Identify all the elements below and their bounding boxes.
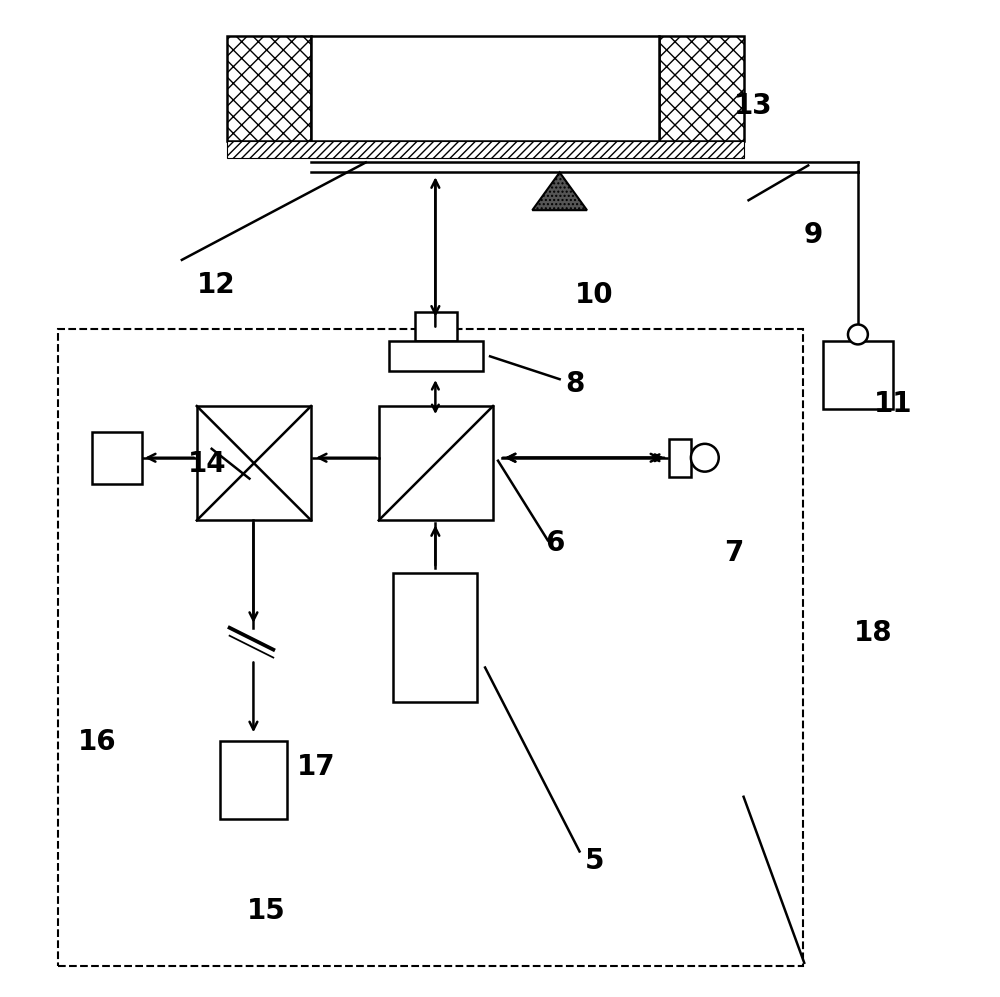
Bar	[659, 36, 744, 141]
Bar	[823, 341, 893, 409]
Bar	[227, 36, 311, 141]
Text: 9: 9	[804, 221, 823, 249]
Text: 16: 16	[78, 728, 117, 756]
Bar	[669, 439, 691, 477]
Text: 17: 17	[297, 753, 335, 781]
Text: 10: 10	[575, 281, 614, 309]
Bar	[415, 312, 457, 341]
Text: 14: 14	[187, 450, 226, 478]
Bar	[197, 406, 311, 520]
Text: 5: 5	[585, 847, 604, 875]
Bar	[311, 36, 659, 141]
Text: 7: 7	[724, 539, 743, 567]
Bar	[227, 141, 744, 159]
Bar	[92, 432, 142, 484]
Text: 13: 13	[734, 92, 773, 120]
Polygon shape	[532, 172, 587, 210]
Circle shape	[691, 444, 719, 472]
Text: 12: 12	[197, 271, 236, 299]
Text: 8: 8	[565, 370, 584, 398]
Bar	[389, 341, 483, 371]
Bar	[220, 741, 287, 819]
Text: 6: 6	[545, 529, 564, 557]
Bar	[58, 329, 803, 966]
Bar	[379, 406, 493, 520]
Circle shape	[848, 324, 868, 344]
Text: 18: 18	[854, 619, 892, 647]
Bar	[393, 573, 477, 702]
Text: 15: 15	[247, 897, 286, 925]
Text: 11: 11	[873, 390, 912, 418]
